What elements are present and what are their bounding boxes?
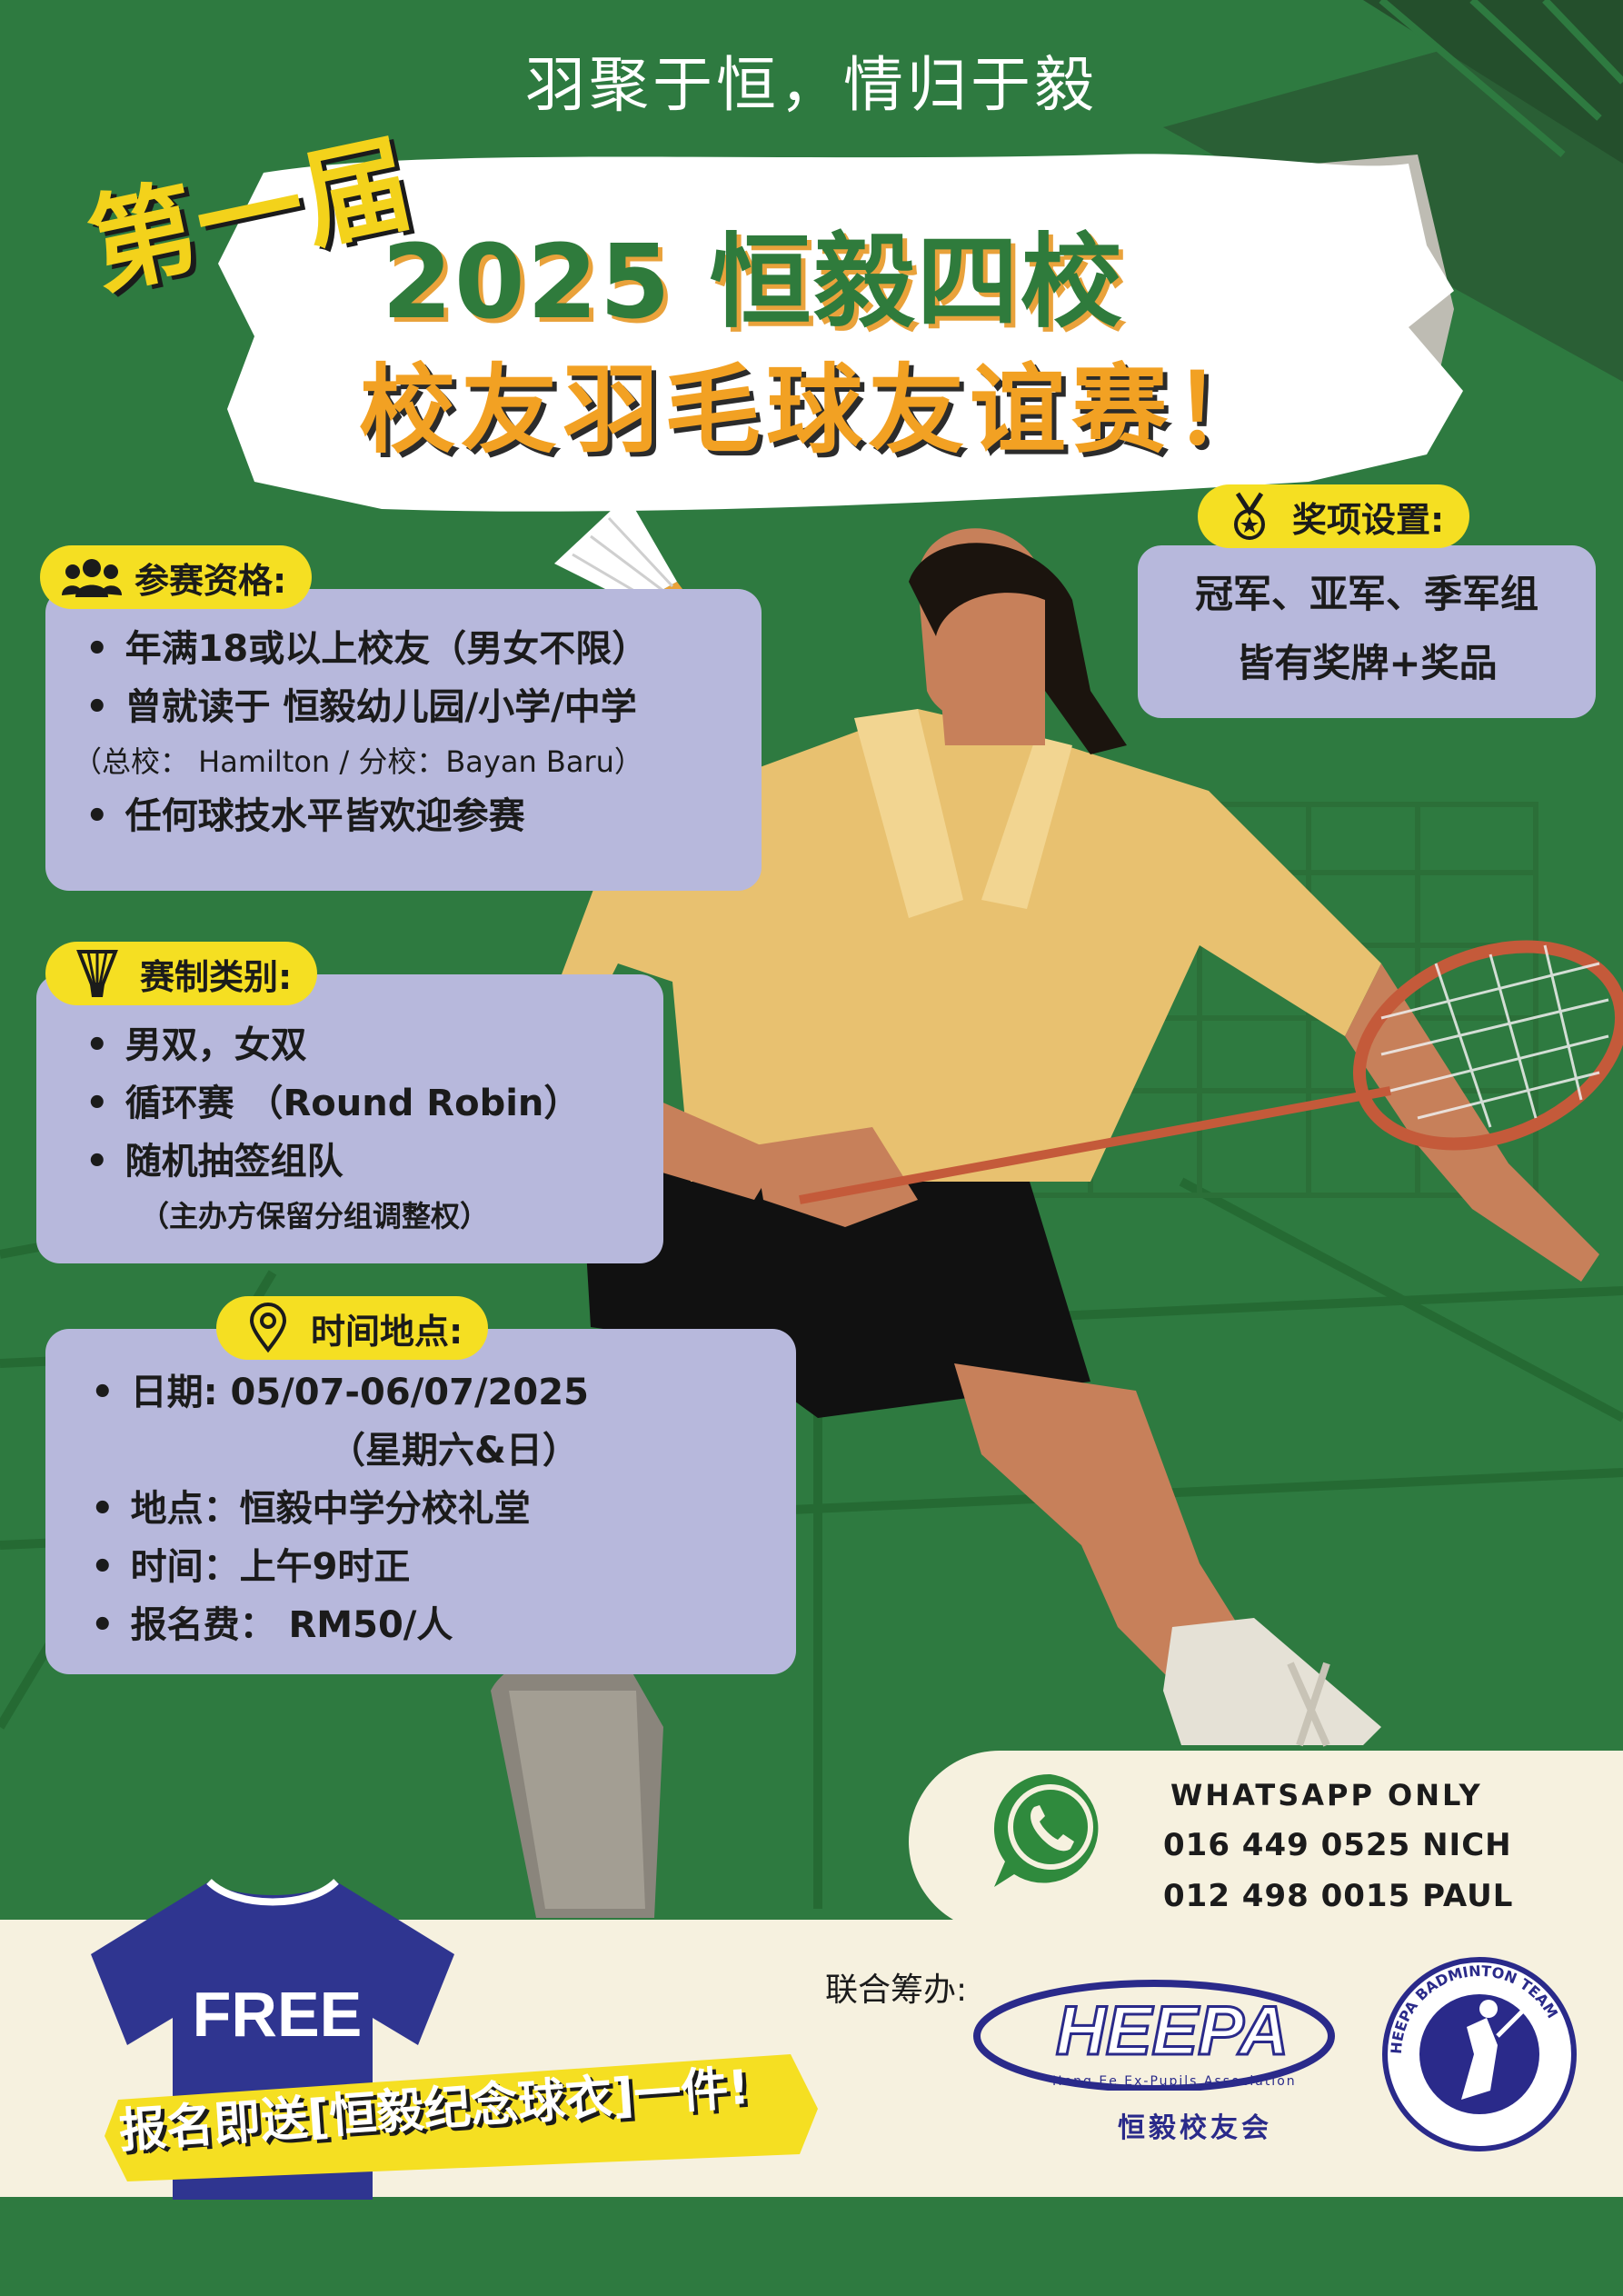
awards-label: 奖项设置: <box>1292 499 1445 540</box>
awards-line-1: 冠军、亚军、季军组 <box>1194 572 1538 616</box>
eligibility-item-2: 曾就读于 恒毅幼儿园/小学/中学 <box>85 678 762 736</box>
heepa-association-text: Heng Ee Ex-Pupils Association <box>1052 2074 1297 2089</box>
schedule-venue: 地点：恒毅中学分校礼堂 <box>91 1480 796 1538</box>
schedule-card: 日期: 05/07-06/07/2025 （星期六&日） 地点：恒毅中学分校礼堂… <box>45 1329 796 1674</box>
awards-card: 冠军、亚军、季军组 皆有奖牌+奖品 <box>1138 545 1596 718</box>
format-label: 赛制类别: <box>140 956 293 997</box>
footer-green-strip <box>0 2197 1623 2296</box>
heepa-chinese-name: 恒毅校友会 <box>1118 2112 1272 2144</box>
format-card: 男双，女双 循环赛 （Round Robin） 随机抽签组队 （主办方保留分组调… <box>36 974 663 1263</box>
badminton-team-logo: HEEPA BADMINTON TEAM <box>1382 1957 1577 2151</box>
medal-icon <box>1220 492 1279 541</box>
schedule-fee: 报名费： RM50/人 <box>91 1596 796 1654</box>
heepa-logo: HEEPA <box>973 1980 1335 2091</box>
awards-pill: 奖项设置: <box>1198 484 1470 548</box>
title-line-2: 校友羽毛球友谊赛！ <box>359 354 1275 466</box>
eligibility-item-1: 年满18或以上校友（男女不限） <box>85 620 762 678</box>
awards-line-2: 皆有奖牌+奖品 <box>1236 641 1498 685</box>
format-note: （主办方保留分组调整权） <box>140 1199 490 1233</box>
schedule-date: 日期: 05/07-06/07/2025 <box>91 1363 796 1422</box>
format-item-1: 男双，女双 <box>85 1016 663 1074</box>
format-item-3: 随机抽签组队 <box>85 1133 663 1191</box>
eligibility-pill: 参赛资格: <box>40 545 313 609</box>
whatsapp-icon[interactable] <box>987 1767 1114 1894</box>
eligibility-card: 年满18或以上校友（男女不限） 曾就读于 恒毅幼儿园/小学/中学 （总校： Ha… <box>45 589 762 891</box>
tshirt-free-text: FREE <box>193 1979 363 2050</box>
title-brush-background <box>218 154 1463 512</box>
eligibility-item-3: 任何球技水平皆欢迎参赛 <box>85 787 762 845</box>
heepa-logo-text: HEEPA <box>1056 1992 1289 2070</box>
schedule-label: 时间地点: <box>311 1311 463 1352</box>
phone-1[interactable]: 016 449 0525 NICH <box>1163 1827 1512 1863</box>
people-icon <box>62 553 122 602</box>
schedule-date-note: （星期六&日） <box>329 1430 579 1472</box>
schedule-time: 时间：上午9时正 <box>91 1538 796 1596</box>
phone-2[interactable]: 012 498 0015 PAUL <box>1163 1878 1514 1914</box>
co-organizer-label: 联合筹办: <box>825 1972 968 2009</box>
schedule-pill: 时间地点: <box>216 1296 489 1360</box>
location-pin-icon <box>238 1303 298 1353</box>
format-pill: 赛制类别: <box>45 942 318 1005</box>
eligibility-label: 参赛资格: <box>134 560 287 601</box>
title-line-1: 2025 恒毅四校 <box>382 224 1124 342</box>
format-item-2: 循环赛 （Round Robin） <box>85 1074 663 1133</box>
slogan: 羽聚于恒，情归于毅 <box>525 50 1098 120</box>
whatsapp-label: WHATSAPP ONLY <box>1170 1778 1483 1812</box>
shuttlecock-icon <box>67 949 127 998</box>
eligibility-note: （总校： Hamilton / 分校：Bayan Baru） <box>73 744 643 779</box>
gift-banner <box>105 2054 818 2181</box>
racket-illustration <box>799 940 1623 1204</box>
